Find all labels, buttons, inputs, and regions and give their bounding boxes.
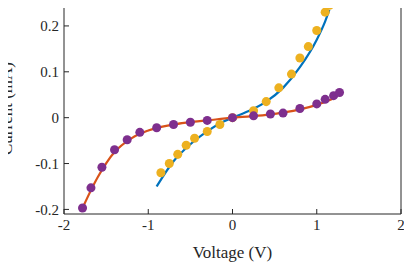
svg-text:0: 0 [229, 217, 237, 233]
svg-text:Current (mA): Current (mA) [8, 62, 16, 155]
svg-text:-0.2: -0.2 [35, 202, 59, 218]
svg-text:0: 0 [52, 110, 60, 126]
svg-text:-1: -1 [142, 217, 155, 233]
svg-text:-0.1: -0.1 [35, 156, 59, 172]
svg-text:0.1: 0.1 [40, 64, 59, 80]
svg-text:0.2: 0.2 [40, 18, 59, 34]
svg-text:Voltage (V): Voltage (V) [193, 243, 272, 262]
svg-text:2: 2 [397, 217, 404, 233]
svg-text:1: 1 [313, 217, 321, 233]
svg-text:-2: -2 [58, 217, 71, 233]
